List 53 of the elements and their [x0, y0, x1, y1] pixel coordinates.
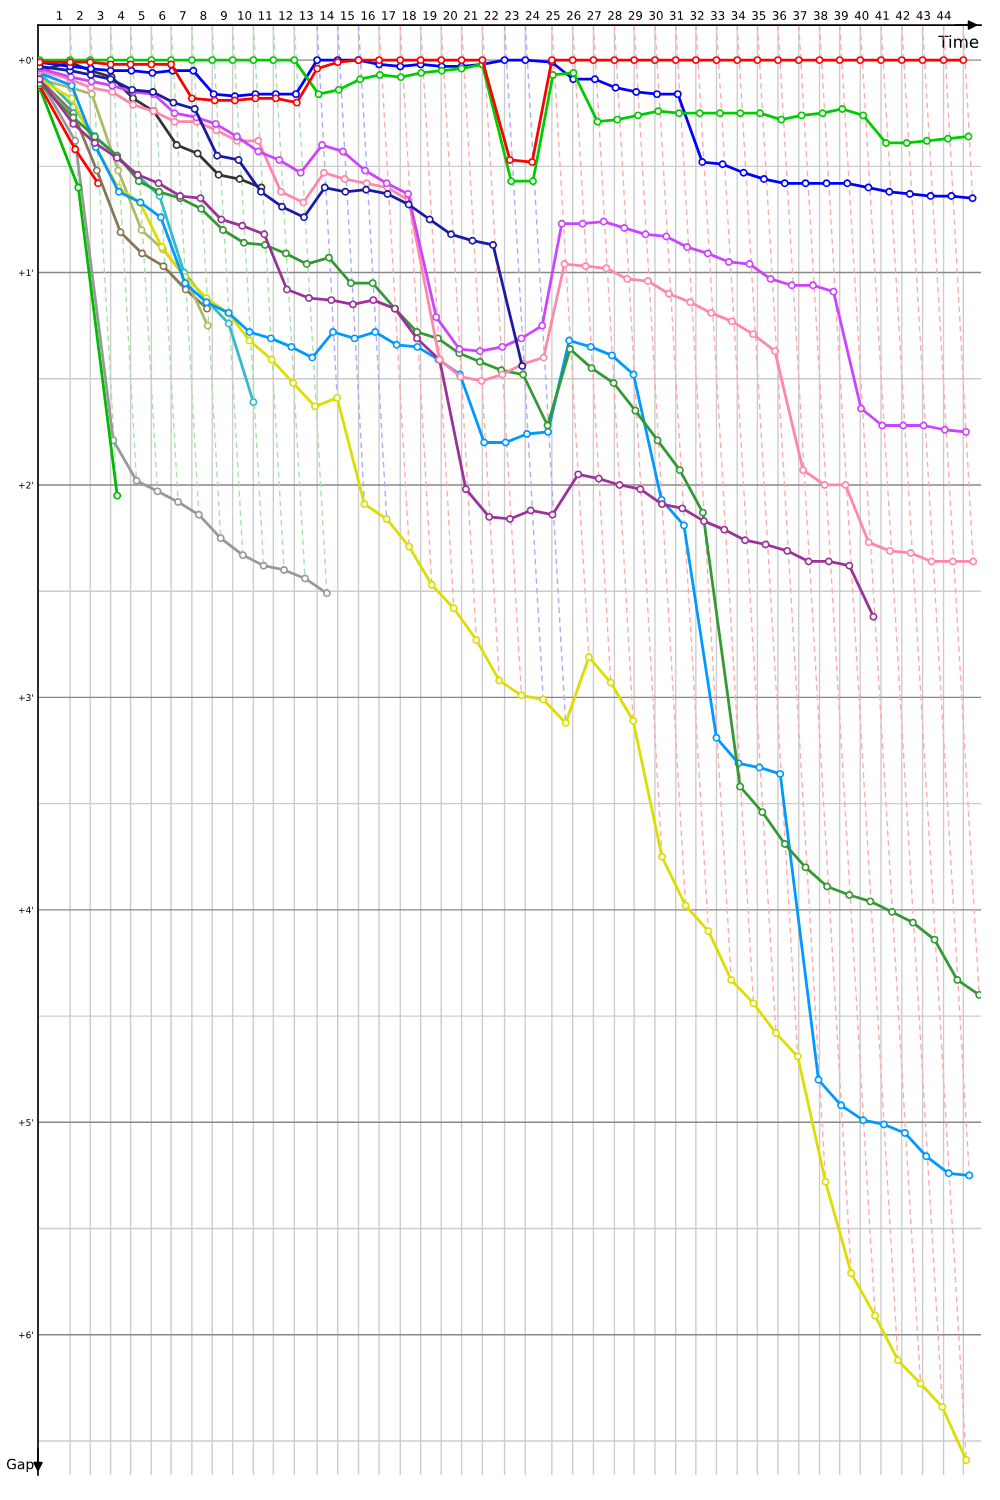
x-tick-label: 19	[423, 11, 437, 20]
x-tick-label: 32	[690, 11, 704, 20]
y-tick-label: +5'	[19, 1119, 33, 1126]
x-tick-label: 33	[711, 11, 725, 20]
x-tick-label: 28	[608, 11, 622, 20]
x-tick-label: 11	[258, 11, 272, 20]
x-tick-label: 40	[854, 11, 869, 20]
x-tick-label: 6	[159, 11, 166, 20]
x-tick-label: 22	[484, 11, 498, 20]
x-tick-label: 43	[916, 11, 930, 20]
x-tick-label: 20	[443, 11, 457, 20]
x-tick-label: 29	[628, 11, 643, 20]
x-tick-label: 7	[180, 11, 186, 20]
x-tick-label: 13	[300, 11, 313, 20]
x-tick-label: 44	[937, 11, 951, 20]
y-tick-label: +0'	[19, 56, 33, 64]
x-tick-label: 39	[834, 11, 848, 20]
x-tick-label: 35	[752, 11, 766, 20]
x-tick-label: 23	[505, 11, 519, 20]
x-tick-label: 24	[525, 11, 540, 20]
y-tick-label: +1'	[19, 269, 33, 276]
x-tick-label: 26	[567, 11, 581, 20]
y-tick-label: +2'	[19, 481, 33, 489]
x-tick-label: 34	[731, 11, 746, 20]
x-tick-label: 41	[875, 11, 889, 20]
x-tick-label: 12	[279, 11, 293, 20]
x-tick-label: 36	[772, 11, 787, 20]
x-tick-label: 42	[895, 11, 910, 20]
y-tick-label: +4'	[19, 906, 33, 914]
x-tick-label: 37	[793, 11, 807, 20]
x-tick-label: 27	[587, 11, 601, 20]
x-tick-label: 18	[402, 11, 416, 20]
x-axis-title: Time	[938, 35, 979, 49]
x-tick-label: 5	[138, 11, 145, 20]
x-tick-label: 3	[97, 11, 104, 20]
y-tick-label: +3'	[19, 694, 33, 701]
x-tick-label: 2	[77, 11, 83, 20]
x-tick-label: 17	[382, 11, 396, 20]
y-axis-title: Gap	[6, 1458, 34, 1473]
x-tick-label: 15	[341, 11, 354, 20]
x-tick-label: 4	[117, 11, 125, 20]
x-tick-label: 14	[320, 11, 334, 20]
x-tick-label: 10	[238, 11, 252, 20]
x-tick-label: 1	[56, 11, 63, 20]
x-tick-label: 9	[220, 11, 227, 20]
x-tick-label: 21	[464, 11, 478, 20]
y-tick-label: +6'	[19, 1331, 33, 1339]
x-tick-label: 8	[200, 11, 207, 20]
x-tick-label: 25	[546, 11, 560, 20]
x-tick-label: 16	[361, 11, 375, 20]
x-tick-label: 38	[813, 11, 828, 20]
x-tick-label: 30	[649, 11, 663, 20]
x-tick-label: 31	[669, 11, 683, 20]
